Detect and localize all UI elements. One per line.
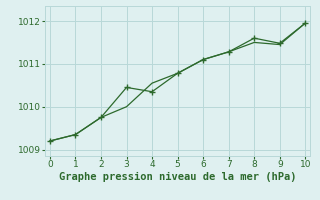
X-axis label: Graphe pression niveau de la mer (hPa): Graphe pression niveau de la mer (hPa) [59,172,296,182]
